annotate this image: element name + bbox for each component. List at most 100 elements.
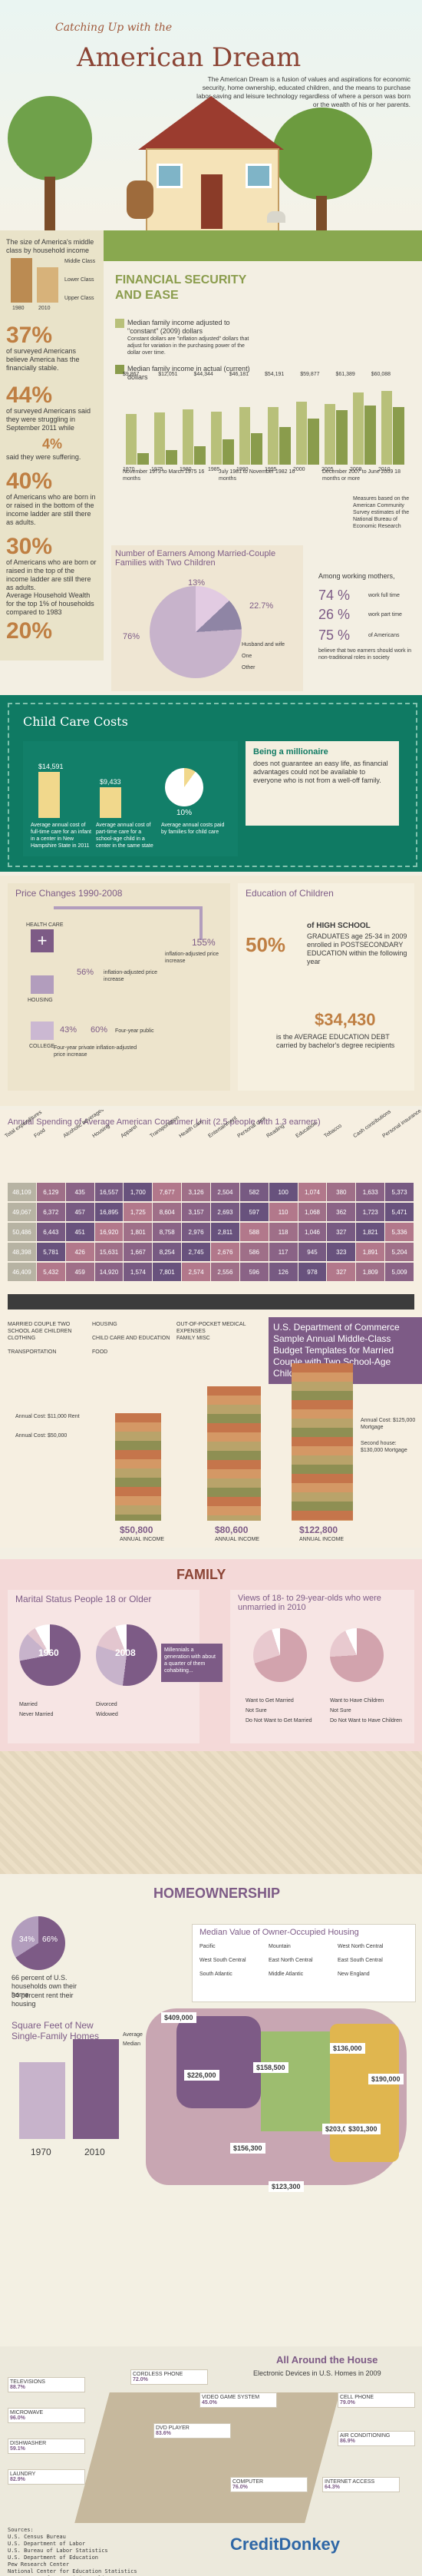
device-label: CORDLESS PHONE 72.0% <box>130 2369 208 2385</box>
fact-text: of Americans <box>368 633 400 638</box>
year-tick-label: 2000 <box>293 467 305 472</box>
region-label: Middle Atlantic <box>269 1972 304 1977</box>
sidebar-chart-caption: The size of America's middle class by ho… <box>6 238 94 254</box>
marital-pie-2008 <box>96 1624 157 1686</box>
income-bar <box>137 452 149 465</box>
table-cell: 8,758 <box>153 1223 182 1241</box>
data-label: $46,181 <box>229 372 249 377</box>
device-label: COMPUTER 76.0% <box>230 2477 308 2492</box>
table-cell: 362 <box>327 1203 356 1221</box>
financial-title: FINANCIAL SECURITY AND EASE <box>115 273 246 302</box>
page-title: American Dream <box>77 42 302 73</box>
health-caption: inflation-adjusted price increase <box>165 952 219 964</box>
device-labels: TELEVISIONS 88.7% MICROWAVE 96.0% DISHWASHER… <box>0 2346 422 2576</box>
map-title: Median Value of Owner-Occupied Housing <box>199 1928 359 1937</box>
marital-title: Marital Status People 18 or Older <box>15 1594 152 1604</box>
pie-label: 13% <box>188 578 206 588</box>
table-cell: 582 <box>239 1183 269 1201</box>
homeownership-title: HOMEOWNERSHIP <box>153 1886 281 1901</box>
creditdonkey-logo: CreditDonkey <box>230 2535 341 2554</box>
region-label: West South Central <box>199 1958 246 1963</box>
sqft-legend: Median <box>123 2041 140 2047</box>
income-bar <box>239 406 251 465</box>
device-pct: 86.9% <box>340 2439 355 2444</box>
earners-title: Number of Earners Among Married-Couple F… <box>115 549 276 568</box>
data-label: $61,389 <box>335 372 355 377</box>
device-name: VIDEO GAME SYSTEM <box>202 2395 260 2400</box>
table-cell: 1,821 <box>356 1223 385 1241</box>
table-cell: 7,677 <box>153 1183 182 1201</box>
hs-text-1: of HIGH SCHOOL <box>307 922 371 930</box>
year-tick-label: 1990 <box>236 467 249 472</box>
table-cell: 48,109 <box>8 1183 36 1201</box>
legend-item: CLOTHING <box>8 1336 36 1341</box>
recession-label: December 2007 to June 2009 18 months or … <box>322 469 401 482</box>
year-label: 1960 <box>38 1647 59 1658</box>
table-cell: 380 <box>327 1183 356 1201</box>
device-pct: 88.7% <box>10 2385 25 2390</box>
pre-title: Catching Up with the <box>55 22 173 34</box>
middle-class-tag: Middle Class <box>64 259 96 264</box>
device-name: AIR CONDITIONING <box>340 2433 391 2439</box>
data-label: $9,867 <box>123 372 140 377</box>
income-bar <box>364 406 376 465</box>
table-cell: 323 <box>327 1243 356 1261</box>
year-label: 1970 <box>31 2147 51 2157</box>
window-icon <box>246 164 272 188</box>
stat-value: 4% <box>42 436 63 452</box>
region-label: West North Central <box>338 1944 384 1949</box>
income-bar <box>296 402 308 465</box>
annual-spending-section: Annual Spending of Average American Cons… <box>0 1110 422 1548</box>
median-value-label: $226,000 <box>184 2070 219 2081</box>
fact-note: believe that two earners should work in … <box>318 648 412 661</box>
budget-house-small <box>115 1413 161 1521</box>
table-cell: 451 <box>65 1223 94 1241</box>
device-name: LAUNDRY <box>10 2472 36 2477</box>
price-title: Price Changes 1990-2008 <box>15 888 123 899</box>
stat-text: Average Household Wealth for the top 1% … <box>6 591 94 616</box>
quote-box <box>246 741 399 826</box>
device-label: CELL PHONE 79.0% <box>338 2392 415 2408</box>
table-cell: 5,204 <box>385 1243 414 1261</box>
device-name: CELL PHONE <box>340 2395 374 2400</box>
annual-legend: MARRIED COUPLE TWO SCHOOL AGE CHILDREN HO… <box>8 1321 261 1382</box>
views-title: Views of 18- to 29-year-olds who were un… <box>238 1594 381 1612</box>
median-value-label: $136,000 <box>330 2043 365 2054</box>
pie-label: 34% <box>19 1935 35 1944</box>
legend-item: HOUSING <box>92 1322 117 1327</box>
region-label: Pacific <box>199 1944 216 1949</box>
median-value-label: $409,000 <box>161 2012 196 2023</box>
table-cell: 1,700 <box>124 1183 153 1201</box>
table-cell: 8,604 <box>153 1203 182 1221</box>
views-legend: Do Not Want to Get Married <box>246 1718 312 1723</box>
legend-item: TRANSPORTATION <box>8 1349 57 1355</box>
budget-house-large <box>292 1363 353 1521</box>
table-cell: 5,336 <box>385 1223 414 1241</box>
year-tick-label: 1980 <box>180 467 192 472</box>
house-roof <box>138 96 284 150</box>
table-cell: 8,254 <box>153 1243 182 1261</box>
fact-text: work part time <box>368 612 402 618</box>
table-cell: 16,895 <box>94 1203 124 1221</box>
table-cell: 14,920 <box>94 1263 124 1281</box>
table-cell: 588 <box>239 1223 269 1241</box>
table-cell: 7,801 <box>153 1263 182 1281</box>
cost-bar <box>100 787 121 818</box>
children-views-pie <box>330 1628 384 1682</box>
legend-divorced: Divorced <box>96 1702 117 1707</box>
table-row: 48,109 6,129 435 16,557 1,700 7,677 3,126 2,504… <box>8 1183 414 1201</box>
table-cell: 586 <box>239 1243 269 1261</box>
table-cell: 118 <box>269 1223 298 1241</box>
table-cell: 15,631 <box>94 1243 124 1261</box>
device-label: TELEVISIONS 88.7% <box>8 2377 85 2392</box>
around-title: All Around the House <box>276 2354 378 2366</box>
fact-value: 75 % <box>318 627 351 643</box>
table-cell: 1,074 <box>298 1183 327 1201</box>
table-cell: 457 <box>65 1203 94 1221</box>
views-legend: Do Not Want to Have Children <box>330 1718 402 1723</box>
mailbox-icon <box>267 211 285 223</box>
table-cell: 5,009 <box>385 1263 414 1281</box>
table-cell: 1,723 <box>356 1203 385 1221</box>
views-legend: Not Sure <box>246 1708 267 1713</box>
